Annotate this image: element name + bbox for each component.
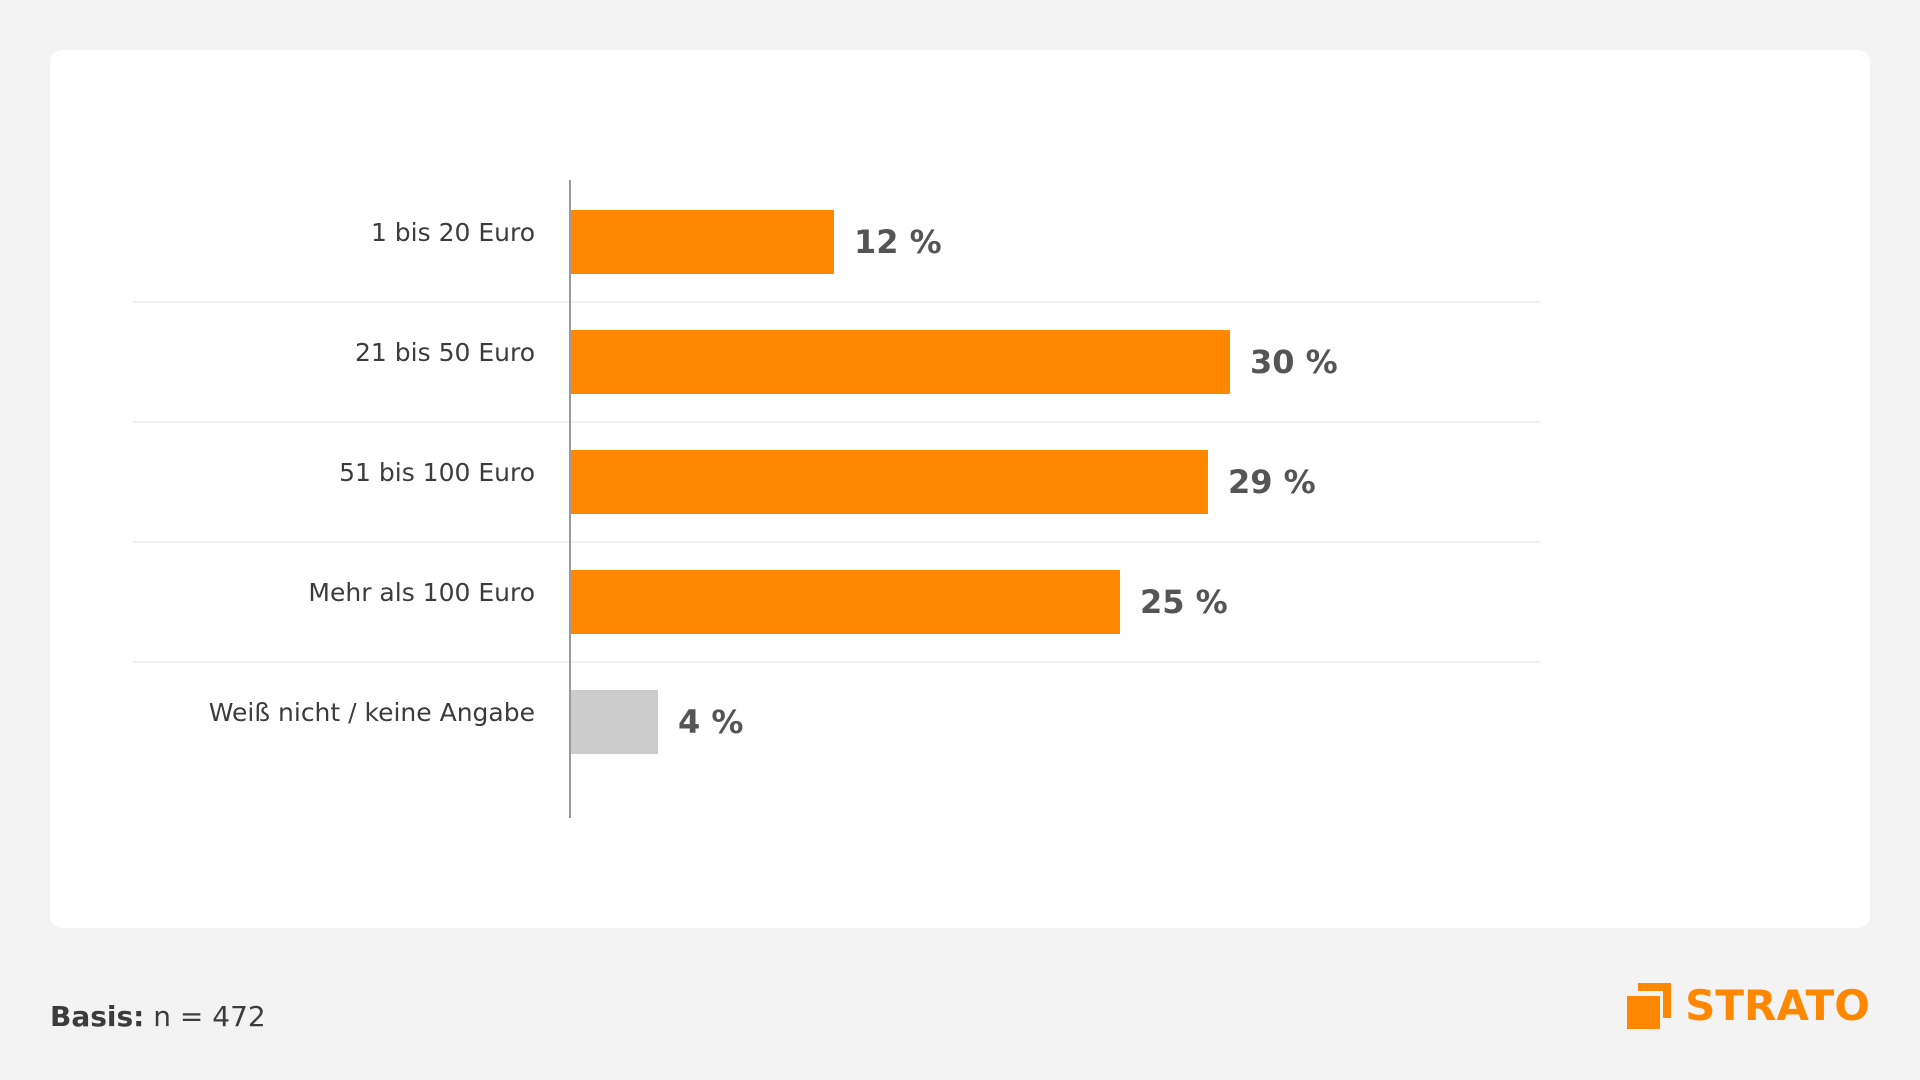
category-labels: 1 bis 20 Euro 21 bis 50 Euro 51 bis 100 Eu… (209, 218, 535, 727)
bar-2 (570, 330, 1230, 394)
bars (570, 210, 1230, 754)
chart-card: 1 bis 20 Euro 21 bis 50 Euro 51 bis 100 Eu… (50, 50, 1870, 928)
strato-logo-icon (1627, 983, 1672, 1029)
category-label-2: 21 bis 50 Euro (355, 338, 535, 367)
category-label-1: 1 bis 20 Euro (371, 218, 535, 247)
basis-label: Basis: (50, 1000, 145, 1033)
category-label-4: Mehr als 100 Euro (308, 578, 535, 607)
bar-chart: 1 bis 20 Euro 21 bis 50 Euro 51 bis 100 Eu… (133, 180, 1540, 818)
value-labels: 12 % 30 % 29 % 25 % 4 % (678, 223, 1338, 741)
value-label-1: 12 % (854, 223, 942, 261)
strato-logo: STRATO (1627, 978, 1870, 1034)
value-label-2: 30 % (1250, 343, 1338, 381)
bar-4 (570, 570, 1120, 634)
value-label-5: 4 % (678, 703, 743, 741)
category-label-5: Weiß nicht / keine Angabe (209, 698, 535, 727)
value-label-3: 29 % (1228, 463, 1316, 501)
bar-3 (570, 450, 1208, 514)
category-label-3: 51 bis 100 Euro (339, 458, 535, 487)
bar-1 (570, 210, 834, 274)
value-label-4: 25 % (1140, 583, 1228, 621)
basis-note: Basis: n = 472 (50, 1000, 266, 1033)
basis-value: n = 472 (153, 1000, 266, 1033)
row-separators (133, 301, 1540, 663)
bar-5 (570, 690, 658, 754)
logo-text: STRATO (1685, 981, 1870, 1030)
